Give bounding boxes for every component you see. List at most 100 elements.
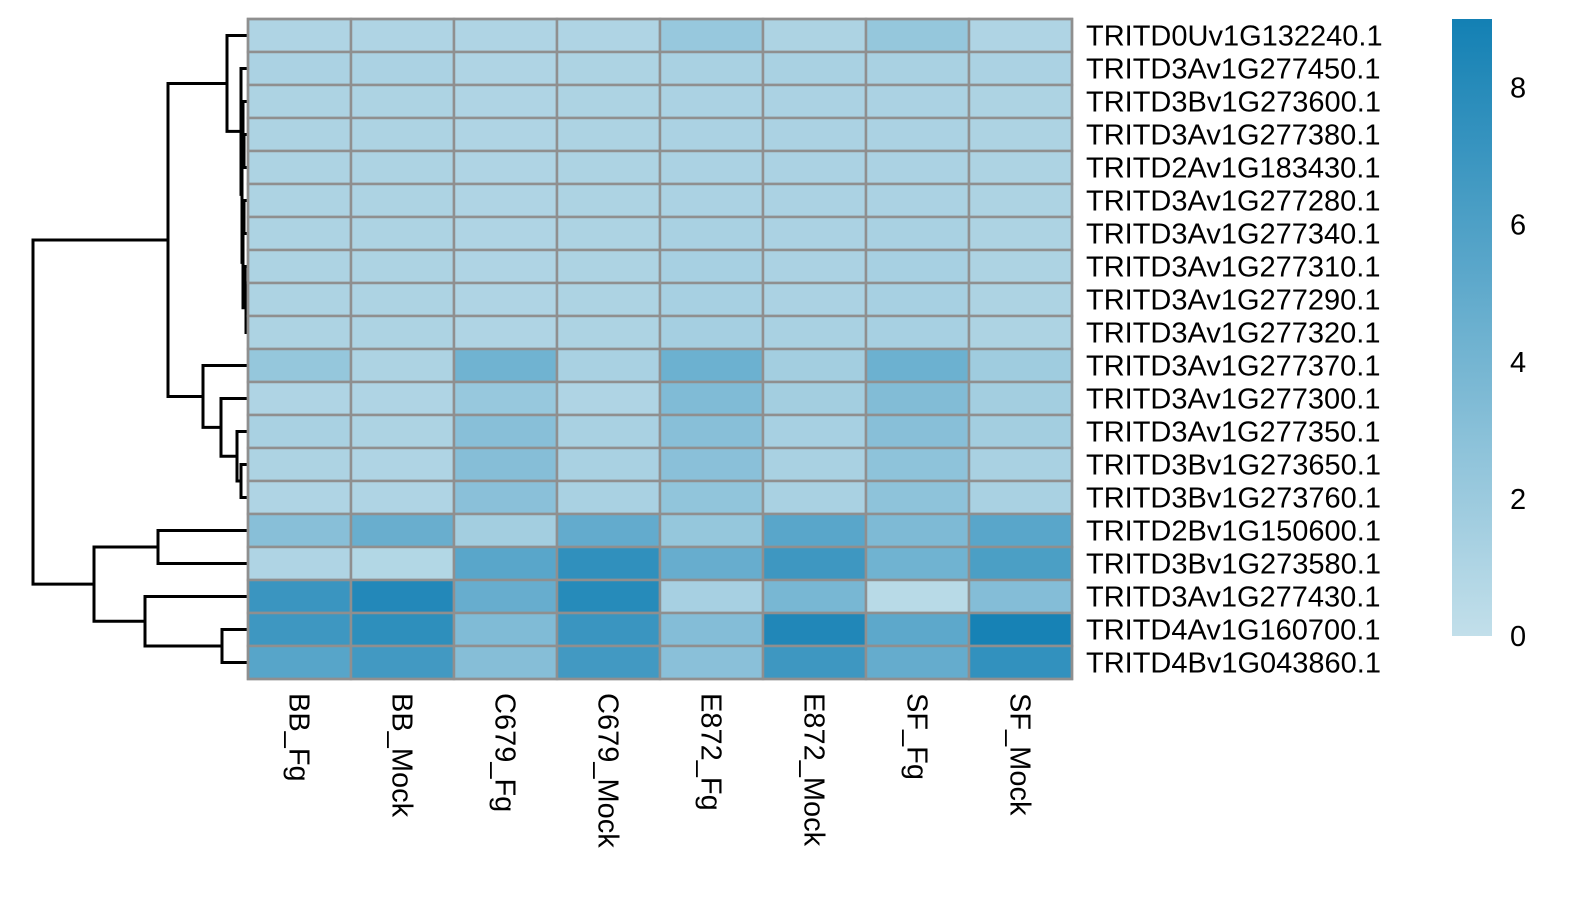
heatmap-cell — [658, 413, 765, 450]
heatmap-cell — [761, 83, 868, 120]
heatmap-cell — [864, 644, 971, 681]
heatmap-cell — [864, 446, 971, 483]
row-label: TRITD3Bv1G273760.1 — [1086, 483, 1381, 515]
heatmap-cell — [452, 248, 559, 285]
heatmap-cell — [349, 149, 456, 186]
heatmap-cell — [967, 380, 1074, 417]
heatmap-cell — [452, 611, 559, 648]
heatmap-cell — [864, 281, 971, 318]
heatmap-cell — [864, 512, 971, 549]
heatmap-cell — [658, 380, 765, 417]
heatmap-cell — [761, 182, 868, 219]
row-label: TRITD3Av1G277290.1 — [1086, 285, 1380, 317]
heatmap-cell — [967, 281, 1074, 318]
heatmap-cell — [246, 281, 353, 318]
heatmap-cell — [658, 116, 765, 153]
heatmap-cell — [349, 545, 456, 582]
heatmap-cell — [349, 347, 456, 384]
heatmap-cell — [246, 182, 353, 219]
column-label: BB_Fg — [283, 693, 315, 782]
dendrogram-branch — [225, 34, 248, 133]
heatmap-cell — [967, 479, 1074, 516]
dendrogram-branch — [219, 397, 248, 458]
heatmap-cell — [864, 314, 971, 351]
heatmap-cell — [555, 611, 662, 648]
heatmap-cell — [246, 512, 353, 549]
heatmap-cell — [761, 611, 868, 648]
heatmap-cell — [864, 50, 971, 87]
heatmap-cell — [555, 545, 662, 582]
heatmap-cell — [658, 314, 765, 351]
column-label: E872_Mock — [798, 693, 830, 847]
heatmap-cell — [452, 413, 559, 450]
heatmap-cell — [658, 479, 765, 516]
heatmap-cell — [349, 248, 456, 285]
heatmap-cell — [349, 644, 456, 681]
heatmap-cell — [761, 17, 868, 54]
heatmap-cells — [246, 17, 1074, 681]
heatmap-cell — [658, 512, 765, 549]
heatmap-cell — [761, 347, 868, 384]
heatmap-cell — [761, 545, 868, 582]
heatmap-cell — [967, 182, 1074, 219]
heatmap-cell — [967, 116, 1074, 153]
heatmap-cell — [967, 248, 1074, 285]
heatmap-cell — [967, 83, 1074, 120]
heatmap-cell — [658, 611, 765, 648]
heatmap-cell — [555, 50, 662, 87]
heatmap-cell — [349, 314, 456, 351]
heatmap-cell — [452, 50, 559, 87]
heatmap-cell — [761, 446, 868, 483]
colorbar-tick-label: 8 — [1510, 73, 1526, 105]
heatmap-cell — [967, 17, 1074, 54]
heatmap-cell — [761, 50, 868, 87]
heatmap-cell — [246, 644, 353, 681]
heatmap-cell — [246, 611, 353, 648]
heatmap-cell — [452, 347, 559, 384]
heatmap-cell — [246, 413, 353, 450]
heatmap-cell — [246, 83, 353, 120]
heatmap-cell — [761, 281, 868, 318]
row-label: TRITD3Av1G277380.1 — [1086, 120, 1380, 152]
colorbar-tick-label: 6 — [1510, 210, 1526, 242]
heatmap-cell — [658, 182, 765, 219]
heatmap-cell — [967, 347, 1074, 384]
heatmap-cell — [452, 182, 559, 219]
heatmap-cell — [452, 149, 559, 186]
heatmap-cell — [658, 545, 765, 582]
heatmap-cell — [246, 578, 353, 615]
heatmap-cell — [967, 446, 1074, 483]
row-label: TRITD2Av1G183430.1 — [1086, 153, 1380, 185]
heatmap-cell — [452, 116, 559, 153]
heatmap-cell — [658, 50, 765, 87]
heatmap-cell — [761, 512, 868, 549]
row-label: TRITD3Av1G277320.1 — [1086, 318, 1380, 350]
heatmap-cell — [967, 149, 1074, 186]
heatmap-cell — [864, 413, 971, 450]
row-label: TRITD3Av1G277300.1 — [1086, 384, 1380, 416]
row-label: TRITD3Av1G277350.1 — [1086, 417, 1380, 449]
heatmap-cell — [246, 479, 353, 516]
heatmap-cell — [452, 215, 559, 252]
heatmap-cell — [555, 149, 662, 186]
heatmap-cell — [555, 17, 662, 54]
dendrogram-branch — [166, 81, 227, 398]
column-label: C679_Mock — [592, 693, 624, 848]
heatmap-cell — [555, 479, 662, 516]
heatmap-cell — [864, 215, 971, 252]
heatmap-cell — [555, 644, 662, 681]
heatmap-cell — [967, 644, 1074, 681]
heatmap-cell — [658, 17, 765, 54]
heatmap-cell — [761, 116, 868, 153]
heatmap-cell — [967, 314, 1074, 351]
color-legend: 0 2 4 6 8 — [1452, 19, 1526, 653]
colorbar — [1452, 19, 1492, 636]
heatmap-border — [246, 17, 1074, 681]
colorbar-tick-label: 2 — [1510, 484, 1526, 516]
heatmap-cell — [658, 215, 765, 252]
dendrogram-branch — [92, 545, 158, 623]
heatmap-cell — [658, 347, 765, 384]
row-label: TRITD3Av1G277450.1 — [1086, 54, 1380, 86]
heatmap-cell — [658, 281, 765, 318]
heatmap-cell — [349, 182, 456, 219]
